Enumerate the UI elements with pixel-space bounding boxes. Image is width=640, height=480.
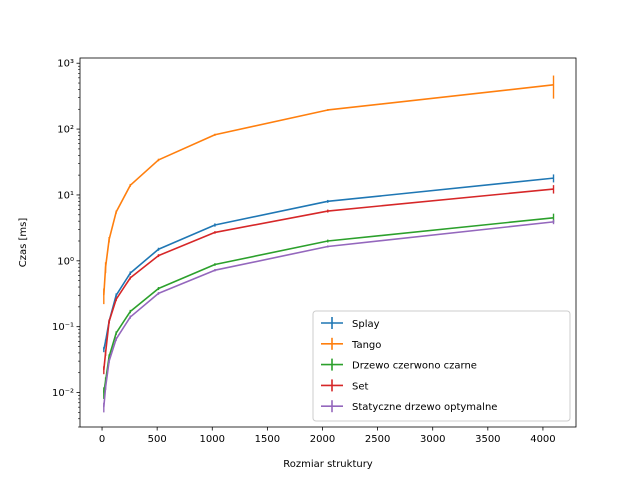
y-axis: 10⁻² 10⁻¹ 10⁰ 10¹ 10² 10³: [52, 59, 80, 428]
plot-frame: [79, 57, 577, 428]
legend: Splay Tango Drzewo czerwono czarne Set Staty…: [312, 310, 571, 422]
legend-label-4: Statyczne drzewo optymalne: [352, 402, 497, 413]
x-tick-label-5: 2500: [365, 434, 390, 445]
legend-label-1: Tango: [351, 340, 381, 351]
x-tick-label-7: 3500: [475, 434, 500, 445]
x-tick-label-8: 4000: [530, 434, 555, 445]
plot-area: [103, 75, 555, 413]
y-tick-label-2: 10⁰: [57, 256, 74, 267]
x-tick-label-3: 1500: [255, 434, 280, 445]
x-tick-label-2: 1000: [200, 434, 225, 445]
series-line-1: [103, 84, 554, 296]
y-tick-label-3: 10¹: [57, 190, 74, 201]
legend-label-2: Drzewo czerwono czarne: [352, 361, 477, 372]
y-axis-label: Czas [ms]: [18, 218, 29, 268]
y-tick-label-4: 10²: [57, 125, 74, 136]
x-tick-label-1: 500: [148, 434, 167, 445]
y-tick-label-0: 10⁻²: [52, 388, 74, 399]
legend-label-0: Splay: [352, 319, 380, 330]
x-axis: 0 500 1000 1500 2000 2500 3000 3500 4000: [99, 427, 556, 445]
x-tick-label-4: 2000: [310, 434, 335, 445]
y-tick-label-1: 10⁻¹: [52, 322, 74, 333]
x-tick-label-0: 0: [99, 434, 105, 445]
legend-label-3: Set: [352, 381, 369, 392]
y-tick-label-5: 10³: [57, 59, 74, 70]
x-tick-label-6: 3000: [420, 434, 445, 445]
x-axis-label: Rozmiar struktury: [283, 459, 373, 470]
legend-box: [312, 310, 571, 422]
